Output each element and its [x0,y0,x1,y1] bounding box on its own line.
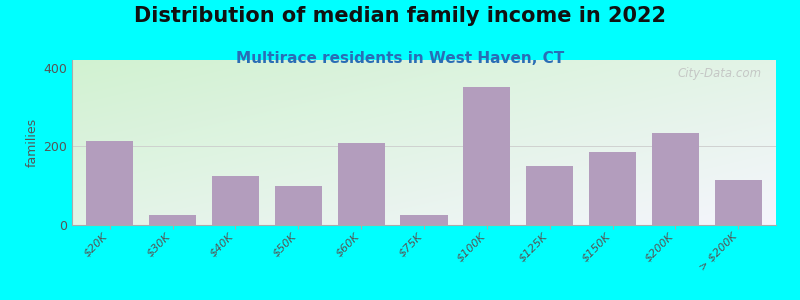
Bar [401,215,447,225]
Bar [714,180,762,225]
Bar [86,140,134,225]
Bar [212,176,259,225]
Bar [149,215,196,225]
Bar [463,88,510,225]
Bar [274,186,322,225]
Text: Distribution of median family income in 2022: Distribution of median family income in … [134,6,666,26]
Text: Multirace residents in West Haven, CT: Multirace residents in West Haven, CT [236,51,564,66]
Bar [589,152,636,225]
Bar [652,133,699,225]
Bar [526,166,574,225]
Y-axis label: families: families [26,118,39,167]
Text: City-Data.com: City-Data.com [678,67,762,80]
Bar [338,142,385,225]
